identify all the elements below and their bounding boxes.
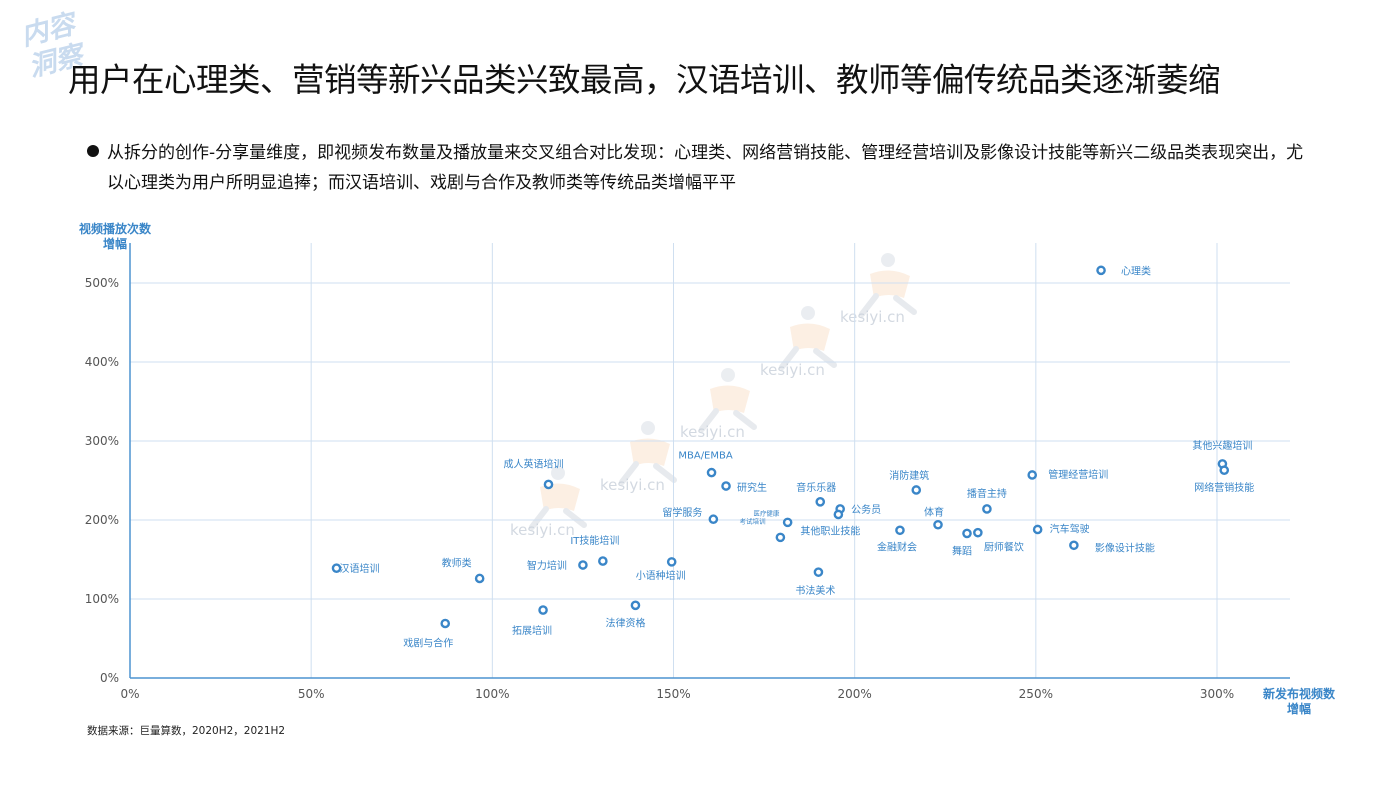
y-tick-label: 500% <box>85 276 119 290</box>
scatter-point <box>721 481 731 491</box>
scatter-point <box>895 525 905 536</box>
point-label: 网络营销技能 <box>1194 481 1254 494</box>
x-tick-label: 300% <box>1200 687 1234 701</box>
x-tick-label: 50% <box>298 687 325 701</box>
background-watermark-runner <box>859 253 917 317</box>
background-watermark-text: kesiyi.cn <box>510 521 575 539</box>
point-label: 体育 <box>924 506 944 519</box>
scatter-point <box>911 485 922 495</box>
point-label: 拓展培训 <box>512 624 552 637</box>
bullet-dot <box>87 145 99 157</box>
scatter-point <box>666 557 677 567</box>
background-watermark-text: kesiyi.cn <box>600 476 665 494</box>
point-label: 小语种培训 <box>636 569 686 582</box>
point-label: 公务员 <box>851 503 881 516</box>
scatter-point <box>543 479 554 490</box>
point-label: 汽车驾驶 <box>1050 522 1090 535</box>
point-label: IT技能培训 <box>570 534 619 547</box>
point-label: 其他职业技能 <box>800 524 860 537</box>
point-label: 其他兴趣培训 <box>1192 439 1252 452</box>
point-label: 音乐乐器 <box>796 481 836 494</box>
scatter-point <box>1096 265 1106 276</box>
point-label: 法律资格 <box>605 616 645 629</box>
scatter-point <box>331 563 342 573</box>
x-axis-title: 新发布视频数 <box>1263 686 1336 701</box>
scatter-point <box>833 509 844 520</box>
point-label: 金融财会 <box>877 540 917 553</box>
scatter-point <box>1219 465 1230 476</box>
point-label: 舞蹈 <box>952 545 972 557</box>
scatter-point <box>630 600 641 611</box>
point-label: 成人英语培训 <box>503 457 563 470</box>
background-watermark-runner <box>779 306 837 370</box>
y-tick-label: 0% <box>100 671 119 685</box>
scatter-point <box>962 528 972 539</box>
point-label: 教师类 <box>442 556 472 569</box>
background-watermark-text: kesiyi.cn <box>840 308 905 326</box>
x-tick-label: 150% <box>656 687 690 701</box>
point-label: 戏剧与合作 <box>403 636 453 649</box>
point-label: MBA/EMBA <box>678 451 733 462</box>
scatter-point <box>1032 524 1043 535</box>
background-watermark-text: kesiyi.cn <box>760 361 825 379</box>
scatter-point <box>933 519 943 530</box>
y-tick-label: 100% <box>85 592 119 606</box>
y-tick-label: 300% <box>85 434 119 448</box>
x-tick-label: 100% <box>475 687 509 701</box>
scatter-point <box>598 556 608 566</box>
point-label: 消防建筑 <box>889 469 929 482</box>
scatter-point <box>708 514 719 525</box>
point-label: 管理经营培训 <box>1048 468 1108 481</box>
scatter-point <box>813 567 824 577</box>
page-title: 用户在心理类、营销等新兴品类兴致最高，汉语培训、教师等偏传统品类逐渐萎缩 <box>68 61 1221 99</box>
scatter-point <box>782 517 793 528</box>
background-watermark-text: kesiyi.cn <box>680 423 745 441</box>
scatter-point <box>1069 540 1079 551</box>
background-watermark-runner <box>619 421 677 485</box>
scatter-point <box>578 560 588 570</box>
point-label: 考试培训 <box>740 516 766 525</box>
point-label: 书法美术 <box>795 584 835 597</box>
x-tick-label: 200% <box>838 687 872 701</box>
x-tick-label: 250% <box>1019 687 1053 701</box>
scatter-point <box>1027 470 1038 480</box>
scatter-point <box>815 497 826 507</box>
point-label: 厨师餐饮 <box>984 541 1024 554</box>
scatter-point <box>982 504 992 514</box>
point-label: 影像设计技能 <box>1095 541 1155 554</box>
y-tick-label: 400% <box>85 355 119 369</box>
scatter-point <box>440 618 451 629</box>
x-axis-title: 增幅 <box>1287 701 1311 716</box>
point-label: 研究生 <box>737 481 767 494</box>
point-label: 智力培训 <box>527 559 567 572</box>
point-label: 留学服务 <box>662 506 702 519</box>
background-watermark-runner <box>699 368 757 432</box>
scatter-point <box>973 527 983 538</box>
background-watermark-runner <box>529 466 587 530</box>
point-label: 医疗健康 <box>753 508 780 517</box>
y-axis-title: 增幅 <box>103 236 127 251</box>
x-tick-label: 0% <box>120 687 139 701</box>
summary-text: 从拆分的创作-分享量维度，即视频发布数量及播放量来交叉组合对比发现：心理类、网络… <box>107 143 1304 193</box>
scatter-point <box>775 532 786 543</box>
point-label: 播音主持 <box>967 487 1007 500</box>
y-tick-label: 200% <box>85 513 119 527</box>
point-label: 心理类 <box>1121 264 1151 277</box>
scatter-point <box>538 605 548 615</box>
scatter-point <box>706 467 717 478</box>
y-axis-title: 视频播放次数 <box>79 221 152 236</box>
source-note: 数据来源：巨量算数，2020H2，2021H2 <box>87 725 286 737</box>
scatter-point <box>474 573 485 584</box>
point-label: 汉语培训 <box>340 562 380 575</box>
